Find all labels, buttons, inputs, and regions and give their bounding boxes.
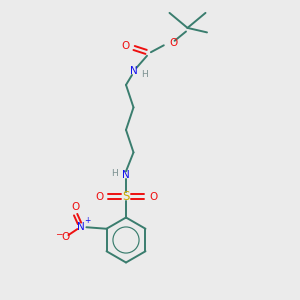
Text: O: O: [149, 191, 157, 202]
Text: O: O: [71, 202, 80, 212]
Text: H: H: [142, 70, 148, 79]
Text: N: N: [130, 66, 137, 76]
Text: O: O: [61, 232, 70, 242]
Text: +: +: [84, 216, 90, 225]
Text: O: O: [121, 41, 129, 51]
Text: N: N: [77, 222, 85, 232]
Text: O: O: [169, 38, 178, 48]
Text: H: H: [111, 169, 118, 178]
Text: N: N: [122, 170, 130, 180]
Text: −: −: [55, 229, 62, 238]
Text: S: S: [122, 190, 130, 203]
Text: O: O: [95, 191, 103, 202]
